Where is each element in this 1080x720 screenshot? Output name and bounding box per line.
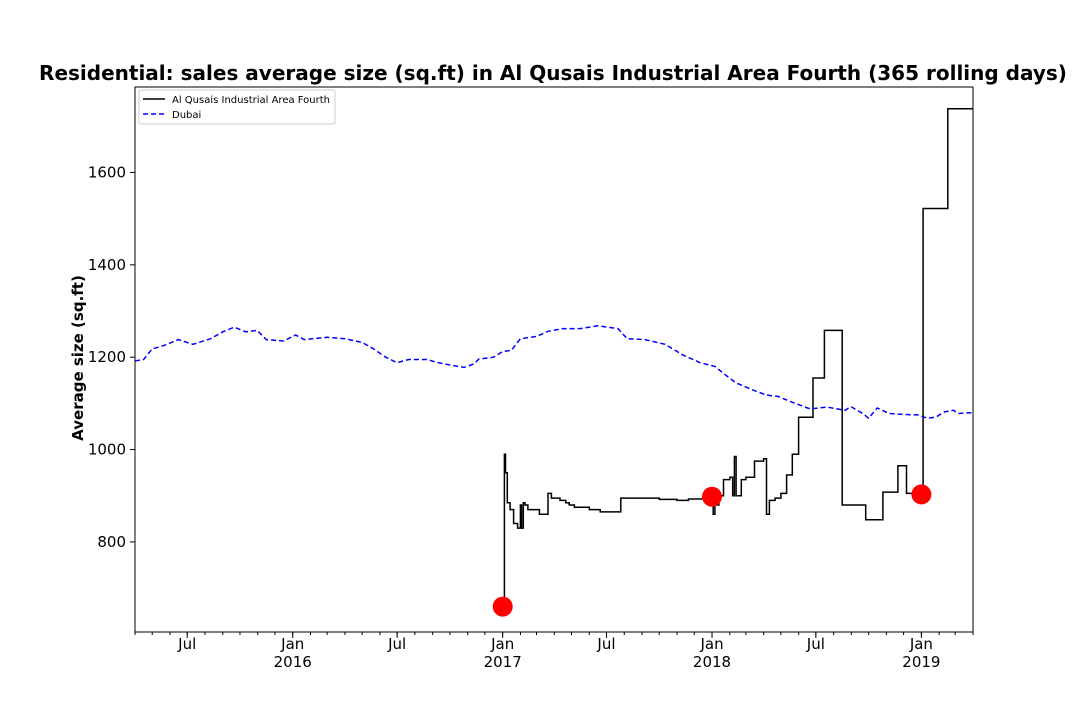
y-tick-label-3: 1400 <box>88 256 126 274</box>
series-line-1 <box>134 325 974 420</box>
x-tick-label-3: Jan <box>490 635 514 653</box>
y-axis-label: Average size (sq.ft) <box>69 275 87 441</box>
legend-box <box>138 89 336 125</box>
y-tick-label-2: 1200 <box>88 348 126 366</box>
y-tick-label-1: 1000 <box>88 441 126 459</box>
x-tick-label-2: Jul <box>387 635 406 653</box>
x-tick-year-7: 2019 <box>902 653 940 671</box>
x-tick-label-5: Jan <box>699 635 723 653</box>
highlight-marker-1 <box>702 486 722 507</box>
highlight-marker-0 <box>492 596 513 617</box>
series-group <box>134 107 974 608</box>
legend: Al Qusais Industrial Area Fourth Dubai <box>138 89 336 125</box>
x-tick-label-7: Jan <box>909 635 933 653</box>
x-tick-label-4: Jul <box>596 635 615 653</box>
highlight-marker-2 <box>911 484 932 505</box>
y-tick-label-4: 1600 <box>88 163 126 181</box>
y-axis-ticks: 800 1000 1200 1400 1600 <box>88 163 135 551</box>
x-tick-year-5: 2018 <box>693 653 731 671</box>
legend-label-dubai: Dubai <box>172 110 201 121</box>
x-tick-label-6: Jul <box>806 635 825 653</box>
marker-group <box>492 484 932 617</box>
legend-label-qusais: Al Qusais Industrial Area Fourth <box>172 95 330 106</box>
plot-area-frame <box>134 86 974 633</box>
x-tick-label-1: Jan <box>280 635 304 653</box>
y-tick-label-0: 800 <box>97 533 126 551</box>
x-tick-label-0: Jul <box>177 635 196 653</box>
x-tick-year-1: 2016 <box>274 653 312 671</box>
x-tick-year-3: 2017 <box>484 653 522 671</box>
chart-title: Residential: sales average size (sq.ft) … <box>39 61 1067 85</box>
series-line-0 <box>502 107 973 608</box>
